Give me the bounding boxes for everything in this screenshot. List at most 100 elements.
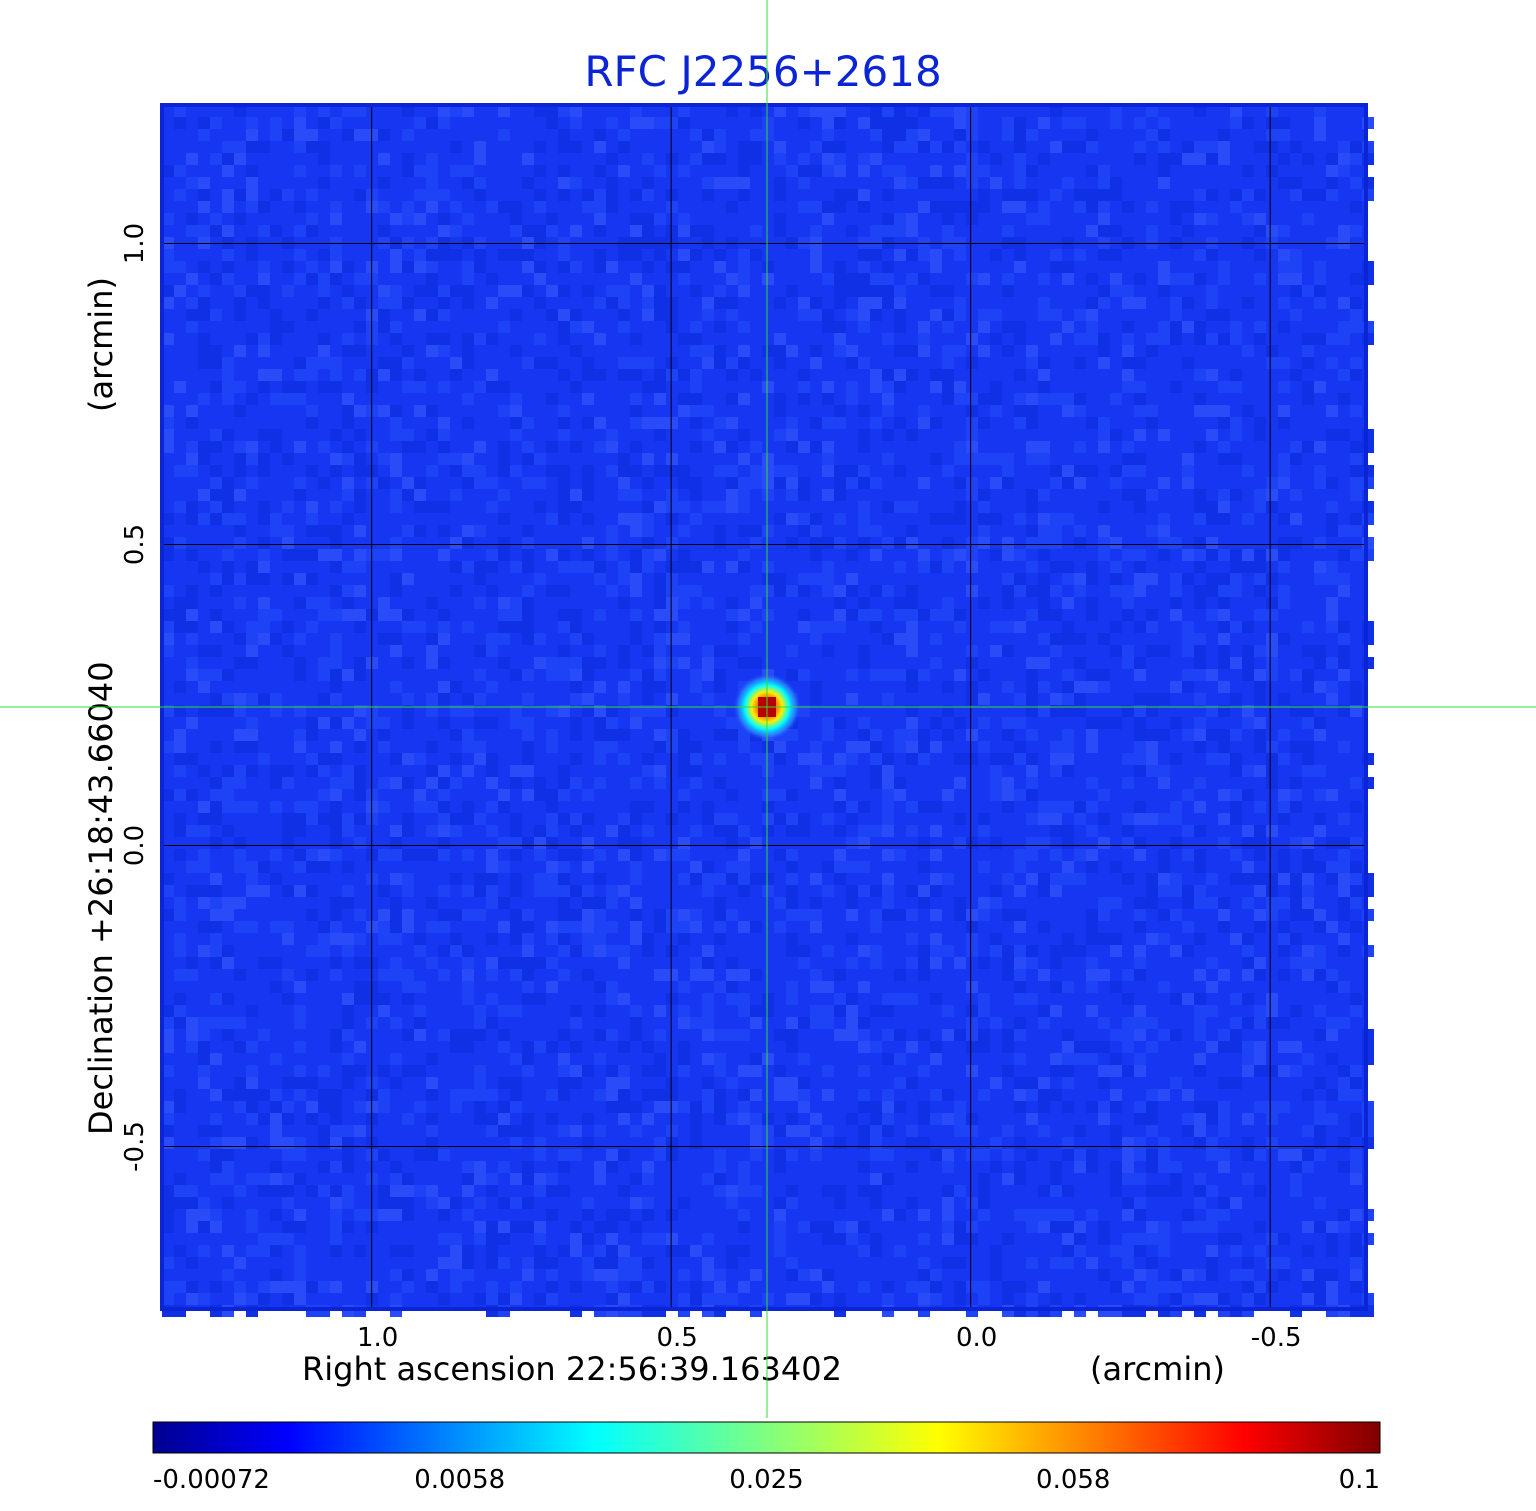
image-pixel xyxy=(294,633,306,645)
image-pixel xyxy=(678,1197,690,1209)
image-pixel xyxy=(966,1029,978,1041)
image-pixel xyxy=(330,909,342,921)
image-pixel xyxy=(1170,309,1182,321)
image-pixel xyxy=(294,117,306,129)
image-pixel xyxy=(714,501,726,513)
image-pixel xyxy=(1038,297,1050,309)
image-pixel xyxy=(222,261,234,273)
image-pixel xyxy=(390,1293,402,1305)
image-pixel xyxy=(402,105,414,117)
image-pixel xyxy=(1338,297,1350,309)
image-pixel xyxy=(690,873,702,885)
image-pixel xyxy=(882,189,894,201)
image-pixel xyxy=(882,873,894,885)
image-pixel xyxy=(270,957,282,969)
image-pixel xyxy=(1122,837,1134,849)
image-pixel xyxy=(1122,813,1134,825)
image-pixel xyxy=(1218,261,1230,273)
image-pixel xyxy=(930,933,942,945)
image-pixel xyxy=(642,513,654,525)
image-pixel xyxy=(210,153,222,165)
image-pixel xyxy=(738,1029,750,1041)
image-pixel xyxy=(882,1089,894,1101)
image-pixel xyxy=(222,477,234,489)
image-pixel xyxy=(690,477,702,489)
image-pixel xyxy=(510,1281,522,1293)
image-pixel xyxy=(1038,369,1050,381)
image-pixel xyxy=(378,729,390,741)
image-pixel xyxy=(1014,753,1026,765)
image-pixel xyxy=(1122,297,1134,309)
image-pixel xyxy=(1170,597,1182,609)
image-pixel xyxy=(726,477,738,489)
image-pixel xyxy=(198,645,210,657)
image-pixel xyxy=(546,885,558,897)
image-pixel xyxy=(630,1017,642,1029)
image-pixel xyxy=(210,345,222,357)
image-pixel xyxy=(1014,921,1026,933)
image-pixel xyxy=(1254,1053,1266,1065)
image-pixel xyxy=(870,273,882,285)
image-pixel xyxy=(1014,945,1026,957)
image-pixel xyxy=(594,369,606,381)
image-pixel xyxy=(1278,969,1290,981)
image-pixel xyxy=(570,225,582,237)
image-pixel xyxy=(906,213,918,225)
image-pixel xyxy=(810,165,822,177)
image-pixel xyxy=(198,489,210,501)
image-pixel xyxy=(870,1041,882,1053)
image-pixel xyxy=(630,225,642,237)
image-pixel xyxy=(462,1041,474,1053)
image-pixel xyxy=(798,1089,810,1101)
image-pixel xyxy=(270,225,282,237)
image-pixel xyxy=(1122,657,1134,669)
image-pixel xyxy=(1290,897,1302,909)
image-pixel xyxy=(546,657,558,669)
image-pixel xyxy=(210,309,222,321)
image-pixel xyxy=(1290,873,1302,885)
image-pixel xyxy=(474,1221,486,1233)
image-pixel xyxy=(1314,921,1326,933)
image-pixel xyxy=(990,777,1002,789)
image-pixel xyxy=(1014,1209,1026,1221)
image-pixel xyxy=(234,1017,246,1029)
image-pixel xyxy=(510,705,522,717)
image-pixel xyxy=(834,861,846,873)
image-pixel xyxy=(162,1017,174,1029)
colorbar-tick-label: 0.025 xyxy=(729,1465,803,1495)
image-pixel xyxy=(690,1281,702,1293)
image-pixel xyxy=(354,1245,366,1257)
image-pixel xyxy=(234,465,246,477)
image-pixel xyxy=(762,885,774,897)
image-pixel xyxy=(570,1017,582,1029)
image-pixel xyxy=(1326,1221,1338,1233)
image-pixel xyxy=(402,525,414,537)
image-pixel xyxy=(210,381,222,393)
image-pixel xyxy=(762,1137,774,1149)
image-pixel xyxy=(1194,405,1206,417)
image-pixel xyxy=(1002,753,1014,765)
image-pixel xyxy=(762,465,774,477)
image-pixel xyxy=(750,153,762,165)
image-pixel xyxy=(606,921,618,933)
image-pixel xyxy=(270,1053,282,1065)
image-pixel xyxy=(1038,489,1050,501)
image-pixel xyxy=(1134,1029,1146,1041)
image-pixel xyxy=(294,105,306,117)
image-pixel xyxy=(486,1089,498,1101)
image-pixel xyxy=(738,165,750,177)
image-pixel xyxy=(834,801,846,813)
image-pixel xyxy=(870,285,882,297)
image-pixel xyxy=(858,1089,870,1101)
image-pixel xyxy=(1002,1233,1014,1245)
image-pixel xyxy=(426,309,438,321)
image-pixel xyxy=(738,477,750,489)
image-pixel xyxy=(954,201,966,213)
image-pixel xyxy=(954,717,966,729)
image-pixel xyxy=(1038,657,1050,669)
image-pixel xyxy=(1062,1149,1074,1161)
image-pixel xyxy=(270,513,282,525)
image-pixel xyxy=(942,1089,954,1101)
image-pixel xyxy=(222,1017,234,1029)
image-pixel xyxy=(642,561,654,573)
